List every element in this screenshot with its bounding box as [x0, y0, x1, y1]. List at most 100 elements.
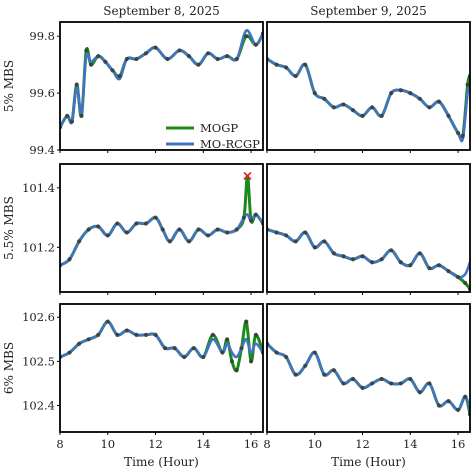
observation-point	[201, 354, 206, 360]
observation-point	[463, 394, 468, 399]
column-title: September 9, 2025	[310, 4, 426, 18]
observation-point	[303, 230, 308, 235]
observation-point	[124, 56, 129, 62]
legend-label: MO-RCGP	[200, 137, 260, 151]
observation-point	[427, 381, 432, 386]
observation-point	[350, 257, 356, 262]
observation-point	[96, 332, 101, 337]
observation-point	[436, 403, 442, 408]
observation-point	[105, 319, 110, 324]
observation-point	[160, 227, 165, 232]
y-tick-label: 101.2	[22, 240, 55, 254]
y-axis-title: 6% MBS	[2, 342, 16, 394]
observation-point	[153, 332, 158, 337]
observation-point	[360, 113, 365, 118]
observation-point	[350, 108, 356, 113]
observation-point	[96, 54, 101, 59]
observation-point	[215, 227, 220, 232]
observation-point	[389, 248, 394, 253]
observation-point	[196, 62, 201, 67]
observation-point	[312, 91, 317, 96]
panel-frame	[59, 21, 264, 151]
observation-point	[274, 230, 279, 235]
y-tick-label: 99.4	[29, 143, 55, 157]
series-line-mo-rcgp	[267, 228, 470, 279]
observation-point	[229, 359, 235, 364]
observation-point	[86, 337, 91, 342]
observation-point	[360, 254, 365, 259]
observation-point	[167, 239, 172, 244]
observation-point	[417, 251, 422, 256]
y-tick-label: 102.5	[22, 354, 55, 368]
series-line-mogp	[267, 57, 470, 141]
series-line-mo-rcgp	[60, 213, 263, 267]
observation-point	[153, 215, 158, 220]
observation-point	[293, 239, 298, 244]
observation-point	[274, 350, 279, 355]
observation-point	[389, 381, 394, 386]
observation-point	[341, 254, 346, 259]
observation-point	[248, 359, 254, 364]
observation-point	[239, 346, 244, 351]
observation-point	[182, 354, 187, 360]
observation-point	[284, 354, 289, 360]
observation-point	[244, 34, 249, 39]
observation-point	[465, 82, 470, 87]
observation-point	[244, 319, 249, 324]
outlier-marker	[243, 171, 252, 180]
y-axis-title: 5% MBS	[2, 60, 16, 112]
series-line-mo-rcgp	[267, 342, 470, 412]
observation-point	[69, 119, 75, 124]
observation-point	[417, 96, 422, 101]
panel-plot-area	[60, 29, 263, 130]
panel-frame	[59, 163, 264, 293]
observation-point	[379, 257, 384, 262]
observation-point	[115, 332, 120, 337]
observation-point	[446, 269, 451, 274]
observation-point	[84, 48, 89, 53]
observation-point	[143, 332, 149, 337]
observation-point	[253, 212, 258, 217]
y-tick-label: 99.8	[29, 29, 55, 43]
x-tick-label: 12	[148, 437, 163, 451]
panel-plot-area	[267, 227, 470, 292]
observation-point	[234, 56, 239, 62]
x-axis-title: Time (Hour)	[124, 455, 199, 469]
observation-point	[225, 54, 230, 59]
observation-point	[67, 257, 72, 262]
observation-point	[463, 280, 468, 286]
y-axis-title: 5.5% MBS	[2, 196, 16, 260]
observation-point	[88, 62, 94, 67]
observation-point	[284, 65, 289, 70]
observation-point	[162, 346, 168, 351]
observation-point	[455, 130, 461, 136]
observation-point	[134, 56, 139, 62]
observation-point	[331, 105, 336, 110]
observation-point	[196, 227, 201, 232]
observation-point	[303, 62, 308, 67]
observation-point	[177, 48, 182, 53]
x-tick-label: 10	[307, 437, 322, 451]
observation-point	[341, 102, 346, 107]
observation-point	[460, 133, 465, 138]
observation-point	[253, 42, 258, 47]
observation-point	[86, 227, 91, 232]
observation-point	[303, 363, 308, 368]
observation-point	[369, 105, 375, 110]
x-tick-label: 10	[100, 437, 115, 451]
observation-point	[408, 263, 413, 268]
observation-point	[408, 91, 413, 96]
panel-plot-area	[60, 319, 263, 373]
observation-point	[117, 73, 122, 79]
y-tick-label: 102.4	[22, 399, 55, 413]
observation-point	[124, 328, 129, 333]
observation-point	[191, 346, 196, 351]
observation-point	[248, 218, 254, 223]
observation-point	[234, 368, 239, 373]
observation-point	[134, 221, 139, 226]
observation-point	[172, 346, 177, 351]
x-tick-label: 16	[244, 437, 259, 451]
panel-frame	[266, 303, 471, 433]
observation-point	[322, 96, 327, 101]
observation-point	[360, 385, 365, 390]
